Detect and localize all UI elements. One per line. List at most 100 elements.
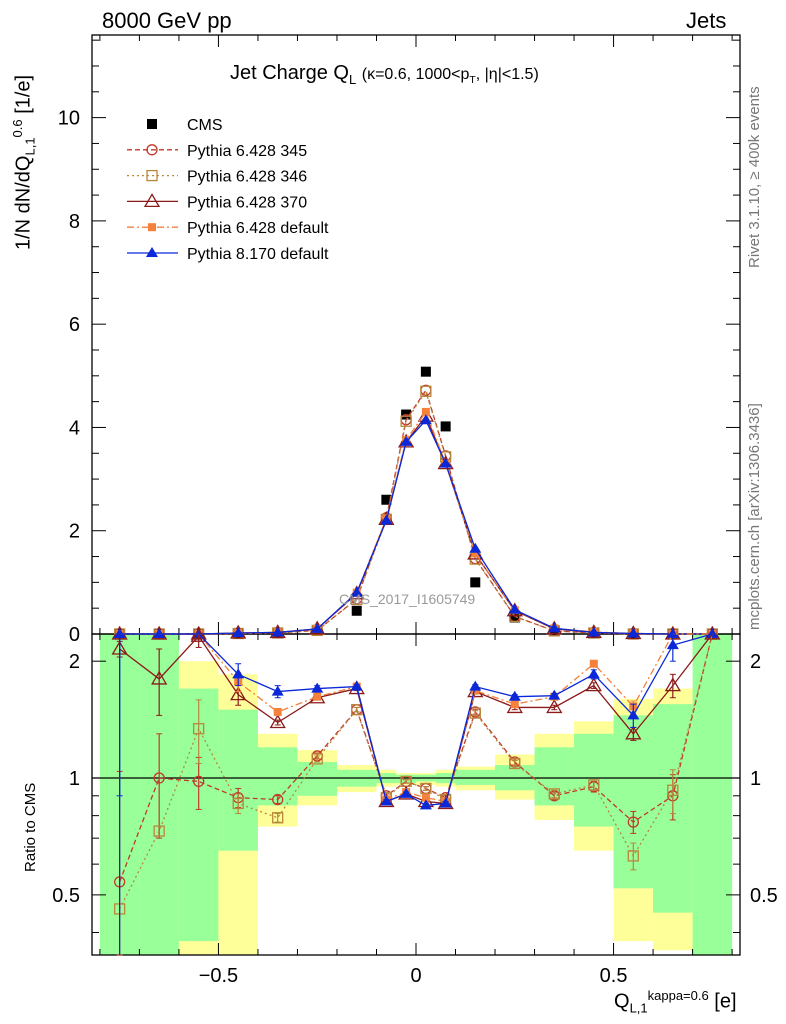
main-data-point <box>351 605 362 616</box>
ratio-data-point <box>510 700 519 709</box>
x-tick-label: 0 <box>410 965 421 987</box>
ratio-data-point <box>469 680 482 691</box>
ratio-data-point <box>419 799 432 810</box>
ratio-data-point <box>588 779 600 791</box>
legend-marker <box>146 144 158 156</box>
main-data-point <box>153 628 166 638</box>
ratio-data-point <box>627 850 639 862</box>
ratio-data-point <box>230 686 247 701</box>
ratio-band-green <box>396 774 416 784</box>
main-data-point <box>666 628 679 638</box>
ratio-series-line <box>119 633 713 910</box>
ratio-y-tick-label-right: 1 <box>750 768 761 790</box>
legend-entry-label: Pythia 6.428 370 <box>187 194 307 211</box>
main-data-point <box>421 407 430 416</box>
mcplots-label: mcplots.cern.ch [arXiv:1306.3436] <box>746 403 763 630</box>
ratio-data-point <box>589 659 598 668</box>
ratio-data-point <box>627 709 640 720</box>
legend-entry-label: CMS <box>187 117 223 134</box>
header-left: 8000 GeV pp <box>102 8 232 33</box>
main-data-point <box>400 435 413 446</box>
ratio-data-point <box>272 793 284 806</box>
legend-marker <box>147 119 157 129</box>
ratio-data-point <box>469 707 481 719</box>
main-data-point <box>350 586 363 597</box>
ratio-data-point <box>509 757 521 770</box>
ratio-y-tick-label-right: 0.5 <box>750 885 778 907</box>
ratio-series-line <box>119 633 713 803</box>
legend-entry-label: Pythia 6.428 345 <box>187 143 307 160</box>
ratio-y-tick-label: 1 <box>69 768 80 790</box>
ratio-series-line <box>119 633 713 805</box>
ratio-band-green <box>455 769 496 785</box>
main-data-point <box>400 415 412 427</box>
legend-marker <box>146 169 158 182</box>
main-data-point <box>381 494 392 505</box>
ratio-data-point <box>585 677 602 692</box>
ratio-data-point <box>546 699 563 714</box>
ratio-data-point <box>627 816 639 828</box>
ratio-y-tick-label-right: 2 <box>750 651 761 673</box>
main-data-point <box>439 457 452 468</box>
legend-entry-label: Pythia 8.170 default <box>187 246 329 263</box>
ratio-data-point <box>271 685 284 696</box>
y-tick-label: 8 <box>69 211 80 233</box>
x-tick-label: 0.5 <box>600 965 628 987</box>
main-data-point <box>419 414 432 425</box>
main-data-point <box>271 626 284 637</box>
main-data-point <box>420 366 431 377</box>
legend-entry-label: Pythia 6.428 346 <box>187 169 307 186</box>
y-tick-label: 0 <box>69 624 80 646</box>
main-data-point <box>627 627 640 638</box>
ratio-data-point <box>380 795 393 806</box>
y-tick-label: 10 <box>58 108 80 130</box>
ratio-series-line <box>119 633 713 883</box>
ratio-data-point <box>269 714 286 729</box>
y-tick-label: 6 <box>69 314 80 336</box>
main-data-point <box>469 542 482 553</box>
ratio-data-point <box>439 797 452 808</box>
ratio-data-point <box>625 725 642 740</box>
y-axis-label-main: 1/N dN/dQL,10.6 [1/e] <box>10 74 38 250</box>
ratio-data-point <box>421 793 430 802</box>
ratio-series-line <box>119 633 713 807</box>
main-series-line <box>119 419 713 635</box>
ratio-data-point <box>273 707 282 716</box>
y-axis-label-ratio: Ratio to CMS <box>22 782 39 872</box>
ratio-data-point <box>311 753 323 765</box>
ratio-band-green <box>692 634 733 955</box>
main-data-point <box>509 612 520 623</box>
y-tick-label: 2 <box>69 521 80 543</box>
ratio-data-point <box>508 690 521 701</box>
ratio-data-point <box>153 825 165 837</box>
ratio-data-point <box>190 627 207 642</box>
ratio-data-point <box>193 723 205 735</box>
x-tick-label: −0.5 <box>199 965 238 987</box>
legend-marker <box>148 223 156 232</box>
ratio-data-point <box>311 682 324 693</box>
ratio-data-point <box>667 784 679 796</box>
main-data-point <box>471 549 480 558</box>
ratio-data-point <box>400 787 413 798</box>
main-data-point <box>380 514 393 525</box>
ratio-data-point <box>548 689 561 700</box>
ratio-data-point <box>232 668 245 679</box>
main-data-point <box>470 577 481 588</box>
ratio-data-point <box>587 668 600 679</box>
main-data-point <box>113 628 126 638</box>
main-data-point <box>311 622 324 633</box>
ratio-data-point <box>350 680 363 691</box>
ratio-data-point <box>666 639 679 650</box>
ratio-data-point <box>272 812 284 824</box>
main-data-point <box>440 421 451 432</box>
ratio-data-point <box>153 772 165 784</box>
ratio-band-green <box>218 709 258 851</box>
legend-marker <box>143 193 161 208</box>
y-tick-label: 4 <box>69 417 80 439</box>
main-data-point <box>420 385 432 397</box>
x-axis-label: QL,1kappa=0.6 [e] <box>614 988 737 1016</box>
header-right: Jets <box>686 8 727 33</box>
ratio-data-point <box>193 775 205 788</box>
ratio-data-point <box>313 692 322 701</box>
